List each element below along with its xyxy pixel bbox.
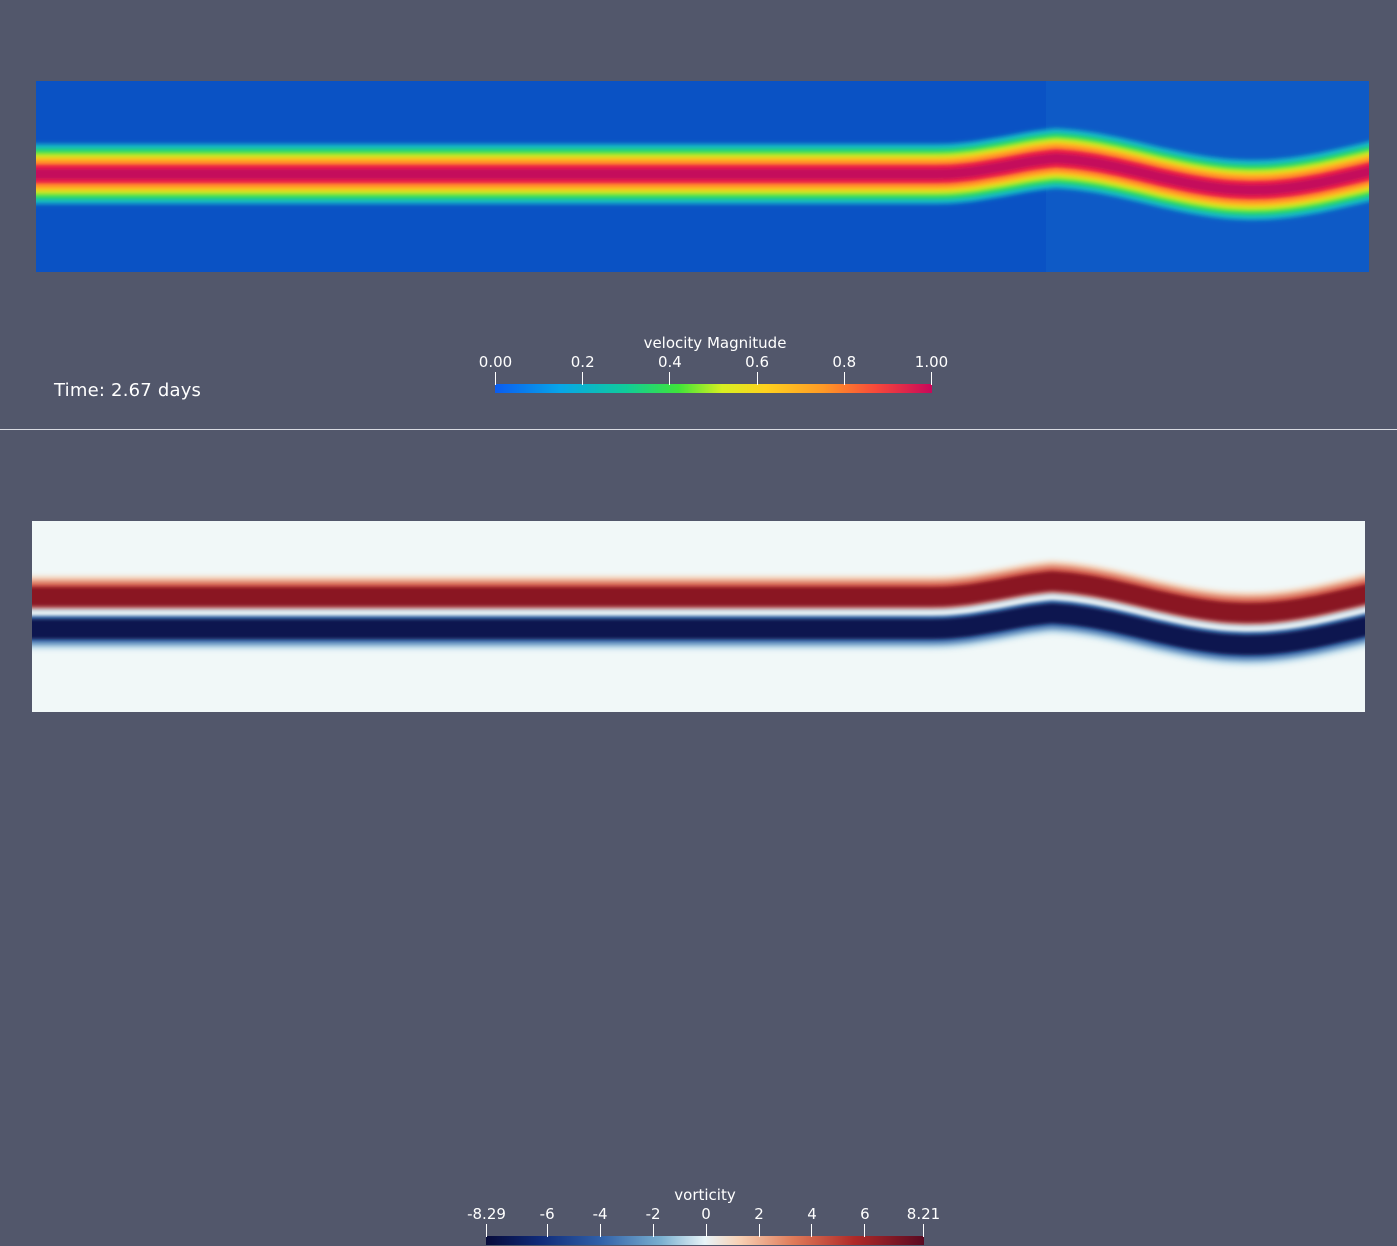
velocity-tick-label: 0.2 [570,353,595,371]
velocity-tick-mark [669,372,671,385]
vorticity-tick-mark [864,1224,866,1237]
velocity-tick-label: 1.00 [914,353,949,371]
vorticity-tick-mark [705,1224,707,1237]
vorticity-viewport[interactable]: vorticity -8.29 -6 -4 -2 0 2 4 6 8.21 [0,430,1397,1245]
time-annotation: Time: 2.67 days [54,380,202,401]
velocity-tick-mark [582,372,584,385]
vorticity-tick-mark [923,1224,924,1237]
vorticity-tick-label: -4 [592,1205,608,1223]
negative-vorticity-band [32,603,1365,655]
velocity-jet-band [36,153,1369,195]
velocity-tick-label: 0.6 [745,353,770,371]
vorticity-tick-label: 4 [807,1205,817,1223]
vorticity-colorbar-title: vorticity [674,1186,736,1204]
vorticity-tick-mark [546,1224,548,1237]
velocity-tick-label: 0.4 [657,353,682,371]
vorticity-tick-mark [811,1224,813,1237]
vorticity-tick-mark [599,1224,601,1237]
positive-vorticity-band [32,571,1365,623]
velocity-tick-mark [495,372,496,385]
velocity-tick-label: 0.8 [832,353,857,371]
vorticity-tick-label: 0 [701,1205,711,1223]
vorticity-tick-mark [486,1224,487,1237]
velocity-tick-mark [843,372,845,385]
vorticity-colorbar: vorticity -8.29 -6 -4 -2 0 2 4 6 8.21 [460,1186,950,1246]
velocity-tick-mark [931,372,932,385]
vorticity-tick-label: -6 [539,1205,555,1223]
velocity-colorbar-gradient [495,384,932,393]
zero-vorticity-line [32,595,1365,631]
velocity-colorbar: velocity Magnitude 0.00 0.2 0.4 0.6 0.8 1.00 [470,334,960,394]
vorticity-render [32,521,1365,712]
vorticity-tick-label: -8.29 [467,1205,506,1223]
view-splitter[interactable] [0,429,1397,430]
vorticity-tick-label: 8.21 [906,1205,941,1223]
velocity-tick-label: 0.00 [478,353,513,371]
velocity-magnitude-render [36,81,1369,272]
vorticity-tick-label: -2 [645,1205,661,1223]
vorticity-tick-mark [758,1224,760,1237]
velocity-tick-mark [756,372,758,385]
vorticity-tick-label: 2 [754,1205,764,1223]
vorticity-tick-label: 6 [860,1205,870,1223]
vorticity-tick-mark [652,1224,654,1237]
vorticity-colorbar-gradient [486,1236,924,1245]
velocity-viewport[interactable]: Time: 2.67 days velocity Magnitude 0.00 0… [0,0,1397,429]
velocity-colorbar-title: velocity Magnitude [643,334,787,352]
